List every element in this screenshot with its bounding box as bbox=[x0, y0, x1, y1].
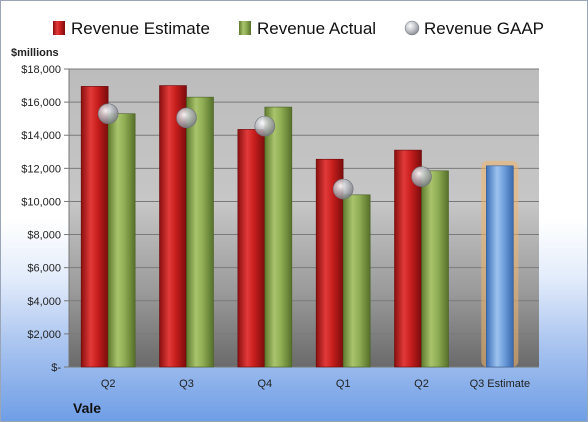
marker-revenue-gaap bbox=[254, 115, 276, 137]
bar-revenue-actual bbox=[421, 170, 449, 368]
bar-revenue-estimate bbox=[237, 129, 266, 368]
bar-revenue-estimate bbox=[159, 85, 187, 368]
bar-revenue-actual bbox=[264, 106, 293, 368]
legend-swatch bbox=[404, 20, 420, 36]
y-tick-label: $16,000 bbox=[21, 97, 61, 109]
x-tick-label: Q4 bbox=[257, 378, 272, 390]
bar-revenue-actual bbox=[186, 96, 214, 368]
plot-area bbox=[69, 69, 539, 367]
y-tick-label: $2,000 bbox=[27, 329, 61, 341]
legend-label: Revenue Estimate bbox=[71, 19, 210, 38]
y-tick-label: $18,000 bbox=[21, 64, 61, 76]
legend-swatch bbox=[239, 21, 251, 35]
marker-revenue-gaap bbox=[176, 107, 197, 129]
marker-revenue-gaap bbox=[332, 178, 354, 200]
x-tick-label: Q2 bbox=[414, 378, 429, 390]
y-tick-label: $- bbox=[51, 362, 61, 374]
gridlines bbox=[69, 68, 539, 368]
y-tick-label: $10,000 bbox=[21, 196, 61, 208]
x-axis-ticks: Q2 Q3 Q4 Q1 Q2 Q3 Estimate bbox=[101, 378, 530, 390]
marker-revenue-gaap bbox=[97, 103, 119, 124]
y-axis-ticks: $- $2,000 $4,000 $6,000 $8,000 $10,000 $12,000… bbox=[21, 64, 70, 374]
legend-swatch bbox=[53, 21, 65, 35]
x-tick-label: Q2 bbox=[101, 378, 116, 390]
y-tick-label: $6,000 bbox=[27, 263, 61, 275]
bars bbox=[80, 85, 519, 368]
legend-label: Revenue Actual bbox=[257, 19, 376, 38]
x-tick-label: Q3 bbox=[179, 378, 194, 390]
bar-revenue-actual bbox=[342, 194, 371, 368]
bar-revenue-estimate bbox=[394, 149, 422, 368]
x-tick-label: Q1 bbox=[336, 378, 351, 390]
company-name: Vale bbox=[73, 400, 101, 416]
bar-revenue-estimate bbox=[80, 86, 109, 368]
bar-revenue-actual bbox=[107, 113, 136, 368]
legend-label: Revenue GAAP bbox=[424, 19, 544, 38]
y-tick-label: $12,000 bbox=[21, 163, 61, 175]
legend: Revenue Estimate Revenue Actual Revenue GA… bbox=[53, 19, 544, 38]
bar-forecast-estimate bbox=[486, 165, 514, 368]
y-tick-label: $14,000 bbox=[21, 130, 61, 142]
marker-revenue-gaap bbox=[411, 166, 432, 187]
y-tick-label: $8,000 bbox=[27, 230, 61, 242]
y-axis-label: $millions bbox=[11, 47, 59, 59]
y-tick-label: $4,000 bbox=[27, 296, 61, 308]
x-tick-label: Q3 Estimate bbox=[470, 378, 531, 390]
